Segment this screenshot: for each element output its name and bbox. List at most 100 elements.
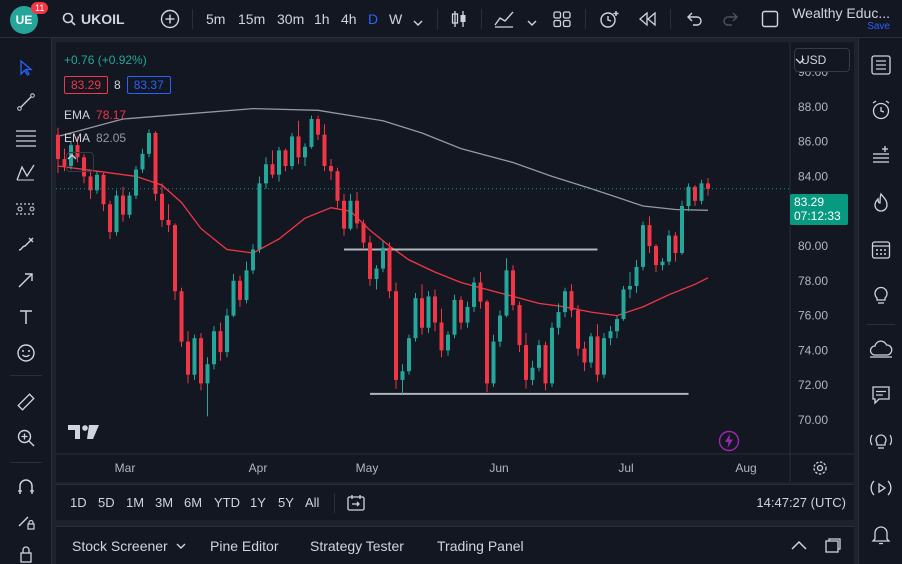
goto-date-button[interactable]: [346, 493, 366, 516]
gear-icon: [813, 461, 827, 475]
y-tick-label: 76.00: [798, 309, 828, 323]
hotlists-button[interactable]: [868, 190, 894, 216]
broadcast-button[interactable]: [868, 475, 894, 501]
emoji-tool[interactable]: [14, 341, 38, 365]
indicators-button[interactable]: [493, 9, 515, 32]
cursor-tool[interactable]: [14, 56, 38, 80]
lock-all-tool[interactable]: [14, 542, 38, 564]
add-symbol-button[interactable]: [160, 9, 180, 32]
alert-button[interactable]: [598, 9, 620, 32]
fib-tool[interactable]: [14, 126, 38, 150]
object-tree-button[interactable]: [868, 142, 894, 168]
ruler-tool[interactable]: [14, 390, 38, 414]
maximize-icon[interactable]: [824, 537, 842, 555]
candle-body: [95, 174, 99, 191]
notifications-button[interactable]: [868, 521, 894, 547]
candle-body: [381, 247, 385, 269]
candle-body: [218, 331, 223, 353]
range-1y[interactable]: 1Y: [250, 495, 266, 510]
alerts-button[interactable]: [868, 97, 894, 123]
ema-slow-legend[interactable]: EMA 82.05: [64, 131, 126, 145]
tab-strategy-tester[interactable]: Strategy Tester: [310, 538, 404, 554]
sell-button[interactable]: 83.29: [64, 76, 109, 94]
magnet-tool[interactable]: [14, 475, 38, 499]
bulb-signal-icon: [869, 434, 893, 449]
range-all[interactable]: All: [305, 495, 320, 510]
ruler-icon: [17, 393, 35, 411]
save-link[interactable]: Save: [867, 21, 890, 32]
text-tool[interactable]: [14, 305, 38, 329]
interval-dropdown[interactable]: [413, 14, 423, 30]
candle-body: [329, 166, 333, 172]
y-tick-label: 78.00: [798, 274, 828, 288]
candle-body: [316, 119, 320, 135]
account-menu[interactable]: Wealthy Educ... Save: [792, 5, 890, 32]
candle-body: [335, 171, 340, 201]
prediction-tool[interactable]: [14, 197, 38, 221]
range-1d[interactable]: 1D: [70, 495, 87, 510]
candle-body: [186, 341, 190, 375]
interval-30m[interactable]: 30m: [277, 11, 305, 27]
ideas-button[interactable]: [868, 282, 894, 308]
symbol-search[interactable]: UKOIL: [62, 11, 125, 27]
replay-button[interactable]: [638, 9, 658, 32]
brush-icon: [18, 237, 34, 251]
bell-icon: [871, 526, 891, 545]
help-button[interactable]: [868, 428, 894, 454]
bottom-panel-bar: Stock Screener Pine Editor Strategy Test…: [56, 526, 854, 564]
undo-button[interactable]: [684, 9, 704, 32]
ema-fast-legend[interactable]: EMA 78.17: [64, 108, 126, 122]
candle-body: [407, 338, 411, 372]
chart-pane[interactable]: 90.0088.0086.0084.0082.0080.0078.0076.00…: [56, 42, 854, 482]
indicators-dropdown[interactable]: [527, 14, 537, 30]
redo-button[interactable]: [721, 9, 741, 32]
interval-d[interactable]: D: [368, 11, 379, 27]
candle-body: [667, 235, 671, 262]
buy-button[interactable]: 83.37: [126, 76, 171, 94]
candle-body: [225, 315, 229, 353]
range-1m[interactable]: 1M: [126, 495, 145, 510]
candle-body: [699, 183, 704, 201]
range-5d[interactable]: 5D: [98, 495, 115, 510]
candle-body: [615, 319, 619, 332]
candle-body: [192, 338, 197, 375]
price-chart[interactable]: 90.0088.0086.0084.0082.0080.0078.0076.00…: [56, 42, 854, 482]
tab-stock-screener[interactable]: Stock Screener: [72, 538, 168, 554]
arrow-tool[interactable]: [14, 268, 38, 292]
account-name: Wealthy Educ...: [792, 5, 890, 21]
zoom-tool[interactable]: [14, 426, 38, 450]
candle-body: [62, 159, 67, 166]
chevron-up-icon[interactable]: [790, 539, 808, 551]
range-3m[interactable]: 3M: [155, 495, 174, 510]
range-5y[interactable]: 5Y: [278, 495, 294, 510]
watchlist-button[interactable]: [868, 52, 894, 78]
pattern-tool[interactable]: [14, 161, 38, 185]
symbol-label: UKOIL: [81, 11, 125, 27]
y-tick-label: 72.00: [798, 378, 828, 392]
interval-15m[interactable]: 15m: [238, 11, 266, 27]
streams-button[interactable]: [868, 336, 894, 362]
candle-body: [82, 157, 86, 177]
trend-line-tool[interactable]: [14, 90, 38, 114]
utc-clock[interactable]: 14:47:27 (UTC): [756, 495, 846, 510]
layouts-button[interactable]: [552, 9, 572, 32]
currency-select[interactable]: USD: [794, 48, 850, 72]
interval-4h[interactable]: 4h: [341, 11, 357, 27]
tab-pine-editor[interactable]: Pine Editor: [210, 538, 279, 554]
collapse-legend-button[interactable]: [66, 152, 94, 172]
tab-trading-panel[interactable]: Trading Panel: [437, 538, 524, 554]
lock-drawing-tool[interactable]: [14, 510, 38, 534]
chevron-down-icon[interactable]: [176, 542, 186, 550]
interval-w[interactable]: W: [389, 11, 403, 27]
range-6m[interactable]: 6M: [184, 495, 203, 510]
interval-1h[interactable]: 1h: [314, 11, 330, 27]
chats-button[interactable]: [868, 382, 894, 408]
calendar-button[interactable]: [868, 236, 894, 262]
fullscreen-button[interactable]: [760, 9, 780, 32]
interval-5m[interactable]: 5m: [206, 11, 226, 27]
range-ytd[interactable]: YTD: [214, 495, 240, 510]
chart-type-button[interactable]: [449, 9, 469, 32]
candle-body: [264, 164, 268, 184]
currency-value: USD: [801, 53, 827, 67]
brush-tool[interactable]: [14, 232, 38, 256]
